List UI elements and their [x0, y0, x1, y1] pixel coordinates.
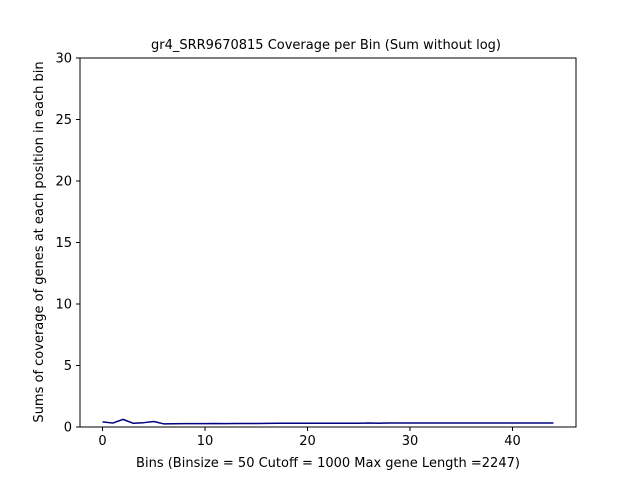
- x-tick-label: 30: [402, 434, 419, 449]
- y-tick-label: 10: [55, 298, 72, 313]
- x-axis-label: Bins (Binsize = 50 Cutoff = 1000 Max gen…: [136, 456, 520, 471]
- y-tick-label: 0: [64, 421, 72, 436]
- y-tick-label: 20: [55, 175, 72, 190]
- x-tick-label: 10: [197, 434, 214, 449]
- y-tick-label: 5: [64, 359, 72, 374]
- chart-title: gr4_SRR9670815 Coverage per Bin (Sum wit…: [151, 38, 501, 53]
- y-tick-label: 15: [55, 236, 72, 251]
- x-tick-label: 0: [98, 434, 106, 449]
- y-tick-label: 30: [55, 52, 72, 67]
- y-axis-label: Sums of coverage of genes at each positi…: [32, 61, 47, 422]
- series-line-0: [102, 418, 554, 425]
- x-tick-label: 40: [504, 434, 521, 449]
- plot-area: 0 10 20 30 40 0 5 10 15 20 25 30: [55, 52, 577, 449]
- x-tick-label: 20: [299, 434, 316, 449]
- y-tick-label: 25: [55, 113, 72, 128]
